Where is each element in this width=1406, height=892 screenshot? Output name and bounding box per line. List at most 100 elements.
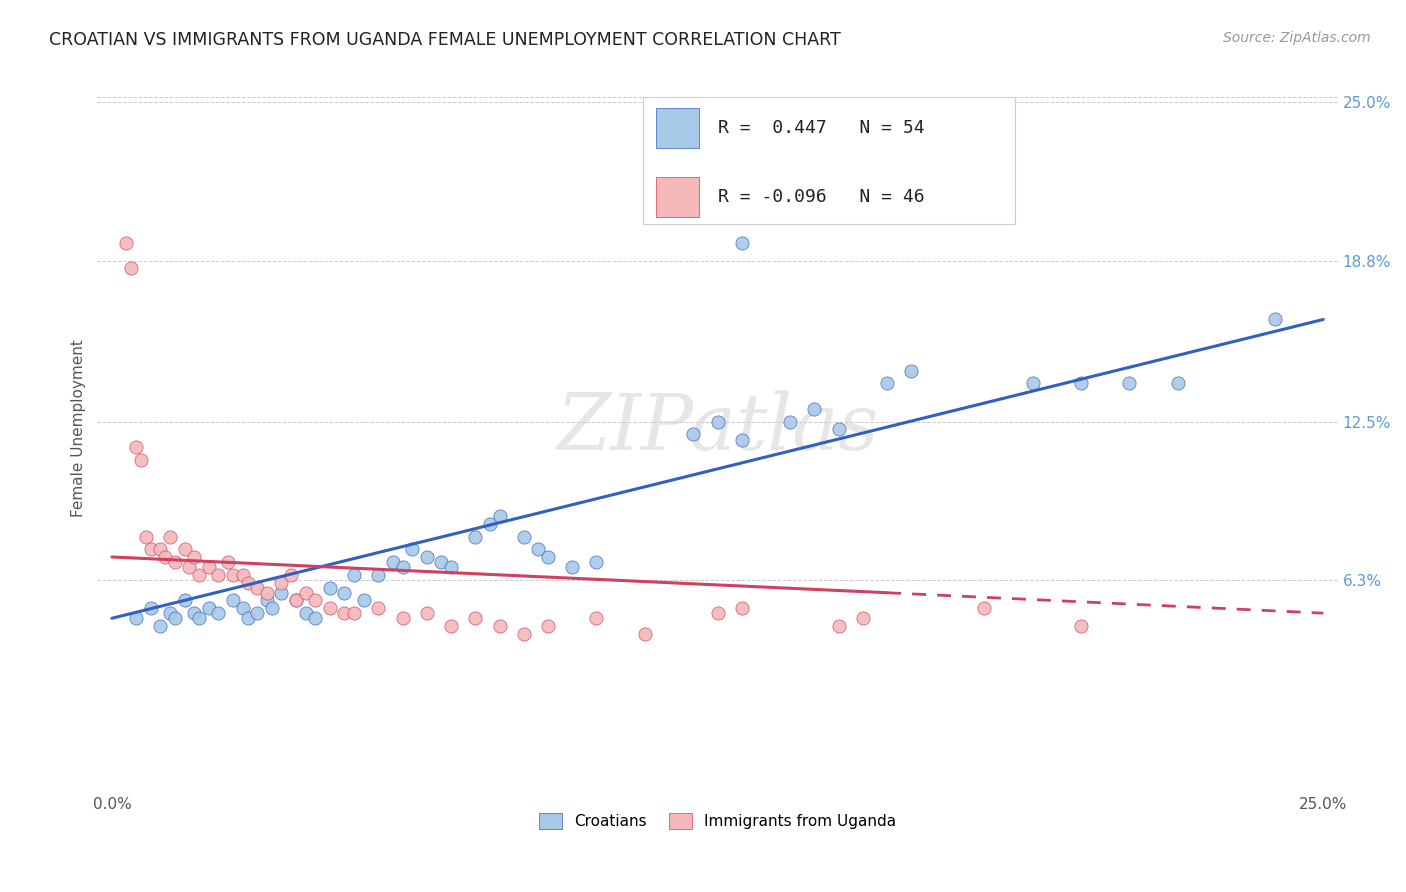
Point bbox=[285, 593, 308, 607]
Point bbox=[319, 581, 342, 595]
Point bbox=[585, 611, 607, 625]
Point bbox=[183, 606, 205, 620]
Point bbox=[1118, 376, 1140, 391]
Point bbox=[294, 606, 316, 620]
Point bbox=[125, 611, 148, 625]
Point bbox=[149, 542, 172, 557]
Point bbox=[731, 433, 754, 447]
Point bbox=[333, 586, 356, 600]
Point bbox=[1264, 312, 1286, 326]
Point bbox=[222, 567, 245, 582]
Point bbox=[115, 235, 138, 250]
Point bbox=[125, 440, 148, 454]
Point bbox=[464, 530, 486, 544]
Point bbox=[852, 611, 875, 625]
Point bbox=[188, 611, 211, 625]
Point bbox=[304, 593, 326, 607]
Point bbox=[1021, 376, 1043, 391]
FancyBboxPatch shape bbox=[655, 108, 699, 148]
Point bbox=[440, 560, 463, 574]
Point bbox=[828, 619, 851, 633]
Point bbox=[900, 363, 922, 377]
Point bbox=[135, 530, 157, 544]
Point bbox=[207, 606, 229, 620]
Point bbox=[401, 542, 423, 557]
Legend: Croatians, Immigrants from Uganda: Croatians, Immigrants from Uganda bbox=[533, 807, 903, 835]
Point bbox=[236, 611, 259, 625]
Point bbox=[207, 567, 229, 582]
Point bbox=[236, 575, 259, 590]
Point bbox=[828, 422, 851, 436]
Point bbox=[343, 606, 366, 620]
Point bbox=[198, 601, 221, 615]
Point bbox=[304, 611, 326, 625]
Point bbox=[634, 626, 657, 640]
Point bbox=[270, 575, 292, 590]
Point bbox=[1167, 376, 1189, 391]
Point bbox=[1070, 619, 1092, 633]
Point bbox=[803, 401, 825, 416]
Point bbox=[153, 549, 176, 564]
Point bbox=[1070, 376, 1092, 391]
Point bbox=[876, 108, 898, 122]
Point bbox=[149, 619, 172, 633]
Point bbox=[585, 555, 607, 569]
Text: R =  0.447   N = 54: R = 0.447 N = 54 bbox=[717, 119, 924, 136]
Y-axis label: Female Unemployment: Female Unemployment bbox=[72, 339, 86, 517]
Point bbox=[246, 581, 269, 595]
Point bbox=[285, 593, 308, 607]
Point bbox=[513, 626, 536, 640]
Point bbox=[179, 560, 201, 574]
Point bbox=[173, 593, 195, 607]
Point bbox=[294, 586, 316, 600]
Point bbox=[159, 530, 181, 544]
Point bbox=[217, 555, 239, 569]
Point bbox=[682, 427, 704, 442]
Point bbox=[353, 593, 375, 607]
Point bbox=[198, 560, 221, 574]
Point bbox=[779, 415, 801, 429]
Point bbox=[391, 611, 413, 625]
Point bbox=[430, 555, 453, 569]
Point bbox=[731, 601, 754, 615]
Point bbox=[173, 542, 195, 557]
Point bbox=[343, 567, 366, 582]
Text: Source: ZipAtlas.com: Source: ZipAtlas.com bbox=[1223, 31, 1371, 45]
Point bbox=[232, 567, 254, 582]
Point bbox=[391, 560, 413, 574]
Point bbox=[222, 593, 245, 607]
Point bbox=[731, 235, 754, 250]
Point bbox=[270, 586, 292, 600]
Point bbox=[537, 549, 560, 564]
Point bbox=[527, 542, 550, 557]
Point bbox=[120, 261, 142, 276]
Point bbox=[381, 555, 404, 569]
Text: ZIPatlas: ZIPatlas bbox=[557, 390, 879, 467]
Point bbox=[876, 376, 898, 391]
Point bbox=[537, 619, 560, 633]
FancyBboxPatch shape bbox=[655, 177, 699, 217]
Point bbox=[333, 606, 356, 620]
Point bbox=[416, 606, 439, 620]
Point bbox=[232, 601, 254, 615]
Point bbox=[973, 601, 995, 615]
Point bbox=[256, 586, 278, 600]
Point bbox=[440, 619, 463, 633]
Point bbox=[367, 567, 389, 582]
Point bbox=[478, 516, 501, 531]
Point bbox=[706, 606, 728, 620]
Point bbox=[464, 611, 486, 625]
Point bbox=[561, 560, 583, 574]
Point bbox=[246, 606, 269, 620]
Point bbox=[256, 593, 278, 607]
Point bbox=[159, 606, 181, 620]
Point bbox=[706, 415, 728, 429]
Point bbox=[163, 555, 186, 569]
Point bbox=[280, 567, 302, 582]
Point bbox=[139, 601, 162, 615]
Point bbox=[416, 549, 439, 564]
Point bbox=[129, 453, 152, 467]
Point bbox=[188, 567, 211, 582]
Point bbox=[803, 159, 825, 173]
Point bbox=[367, 601, 389, 615]
